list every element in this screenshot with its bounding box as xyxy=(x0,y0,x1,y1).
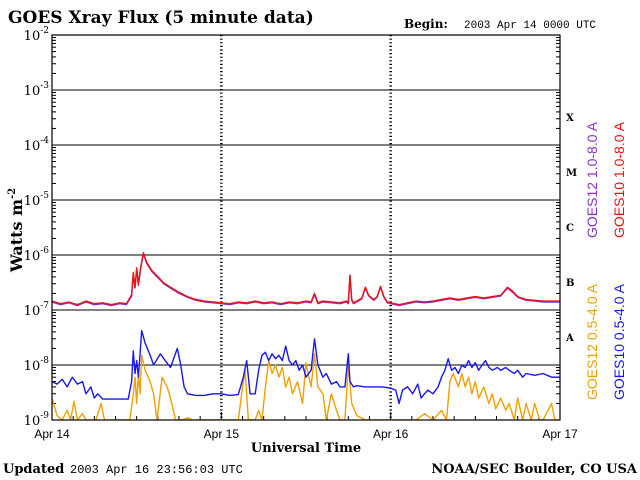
y-tick-label: 10-4 xyxy=(24,136,50,154)
y-tick-base: 10 xyxy=(24,304,41,319)
plot-frame xyxy=(51,34,561,421)
chart-title: GOES Xray Flux (5 minute data) xyxy=(8,8,314,28)
legend-entry: GOES12 0.5-4.0 A xyxy=(584,283,600,400)
flare-class-b: B xyxy=(566,278,574,289)
legend-entry: GOES10 1.0-8.0 A xyxy=(611,121,627,238)
updated-value: 2003 Apr 16 23:56:03 UTC xyxy=(70,463,243,477)
y-tick-label: 10-2 xyxy=(24,26,49,44)
y-axis: 10-210-310-410-510-610-710-810-9 xyxy=(24,26,560,429)
y-axis-label: Watts m-2 xyxy=(7,188,26,273)
legend-entry: GOES10 0.5-4.0 A xyxy=(611,283,627,400)
flare-class-a: A xyxy=(565,333,574,344)
x-tick-label: Apr 15 xyxy=(204,427,240,441)
y-tick-exponent: -9 xyxy=(40,411,49,421)
y-tick-label: 10-7 xyxy=(24,301,50,319)
y-tick-base: 10 xyxy=(24,29,41,44)
y-tick-exponent: -8 xyxy=(40,356,49,366)
y-axis-label-sup: -2 xyxy=(7,188,18,199)
x-tick-label: Apr 16 xyxy=(373,427,409,441)
y-tick-base: 10 xyxy=(24,414,41,429)
x-axis: Apr 14 Apr 15 Apr 16 Apr 17 xyxy=(34,412,578,441)
y-tick-label: 10-5 xyxy=(24,191,50,209)
x-tick-label: Apr 14 xyxy=(34,427,70,441)
flare-class-c: C xyxy=(566,223,574,234)
y-tick-base: 10 xyxy=(24,139,41,154)
y-tick-label: 10-9 xyxy=(24,411,50,429)
y-tick-base: 10 xyxy=(24,84,41,99)
y-tick-label: 10-6 xyxy=(24,246,50,264)
y-tick-base: 10 xyxy=(24,359,41,374)
x-axis-label: Universal Time xyxy=(251,441,361,456)
legend-entry: GOES12 1.0-8.0 A xyxy=(584,121,600,238)
flare-class-m: M xyxy=(566,168,577,179)
x-tick-label: Apr 17 xyxy=(542,427,578,441)
y-tick-label: 10-8 xyxy=(24,356,50,374)
y-tick-label: 10-3 xyxy=(24,81,50,99)
y-tick-exponent: -6 xyxy=(40,246,49,256)
y-tick-exponent: -7 xyxy=(40,301,49,311)
y-tick-base: 10 xyxy=(24,194,41,209)
credit-text: NOAA/SEC Boulder, CO USA xyxy=(431,462,638,477)
series-line-goes10-0-5-4-0-a xyxy=(52,330,560,405)
y-tick-base: 10 xyxy=(24,249,41,264)
y-tick-exponent: -4 xyxy=(40,136,49,146)
y-tick-exponent: -3 xyxy=(40,81,49,91)
flare-class-labels: X M C B A xyxy=(565,113,577,344)
begin-label: Begin: xyxy=(404,17,448,31)
y-axis-label-text: Watts m xyxy=(7,199,26,273)
series-layer xyxy=(52,251,560,420)
y-tick-exponent: -5 xyxy=(40,191,49,201)
y-tick-exponent: -2 xyxy=(40,26,49,36)
legend: GOES12 1.0-8.0 A GOES10 1.0-8.0 A GOES12 0… xyxy=(584,121,627,400)
series-line-goes10-1-0-8-0-a xyxy=(52,251,560,306)
flare-class-x: X xyxy=(566,113,574,124)
updated-label: Updated xyxy=(3,462,64,477)
begin-value: 2003 Apr 14 0000 UTC xyxy=(464,20,596,32)
